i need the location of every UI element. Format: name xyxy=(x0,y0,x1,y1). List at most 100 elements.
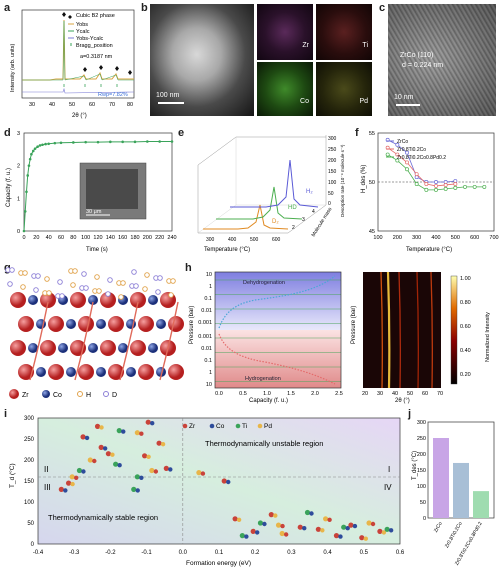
h-atom xyxy=(44,276,50,282)
scatter-ylabel: T_d (°C) xyxy=(8,463,16,488)
tdes-category-label: Zr0.8Ti0.2Co xyxy=(444,521,464,549)
kinetics-point xyxy=(36,145,39,149)
scatter-point xyxy=(149,467,155,474)
co-atom xyxy=(28,295,38,305)
co-atom xyxy=(118,343,128,353)
hdes-ylabel: H_des (%) xyxy=(361,165,367,193)
kinetics-point xyxy=(23,210,27,213)
pct-annotation-dehydrogenation: Dehydrogenation xyxy=(243,280,285,286)
d-atom xyxy=(9,267,15,273)
hdes-xtick: 300 xyxy=(412,235,421,241)
h-atom xyxy=(144,272,150,278)
kinetics-xtick: 120 xyxy=(93,235,102,241)
kinetics-plot: 30 μm Capacity (f. u.) Time (s) 0 20 40 60 8… xyxy=(6,131,177,253)
d-atom xyxy=(57,279,63,285)
heatmap-ylabel: Pressure (bar) xyxy=(351,306,357,344)
hdes-point xyxy=(424,187,429,192)
zr-atom xyxy=(10,340,26,356)
scatter-ytick: 150 xyxy=(24,479,35,485)
tds-ytick-2: 100 xyxy=(328,180,337,186)
kinetics-inset-scalebar: 30 μm xyxy=(86,209,102,215)
scatter-legend-co: Co xyxy=(216,423,225,430)
scatter-point xyxy=(388,528,394,533)
scatter-point xyxy=(359,535,365,541)
h-atom xyxy=(70,282,76,288)
co-atom xyxy=(88,295,98,305)
hdes-point xyxy=(434,180,438,184)
hdes-xtick: 500 xyxy=(451,235,460,241)
region-unstable: Thermodynamically unstable region xyxy=(205,439,323,448)
kinetics-point xyxy=(84,140,87,144)
pct-xtick: 1.5 xyxy=(287,391,295,397)
zr-atom xyxy=(48,364,64,380)
crystal-legend-d: D xyxy=(112,392,117,399)
hdes-legend-label: Zr0.8Ti0.2Co xyxy=(397,147,426,153)
eds-label-co: Co xyxy=(300,98,309,105)
pct-annotation-hydrogenation: Hydrogenation xyxy=(245,376,281,382)
hdes-point xyxy=(453,185,458,190)
kinetics-point xyxy=(121,140,124,144)
h-atom xyxy=(72,268,78,274)
panel-label-i: i xyxy=(4,408,8,420)
panel-label-e: e xyxy=(178,127,185,139)
formation-energy-plot: Zr Co Ti Pd Thermodynamically unstable r… xyxy=(8,416,405,567)
kinetics-point xyxy=(22,229,26,233)
scatter-point xyxy=(139,431,144,436)
scatter-point xyxy=(65,480,72,486)
co-atom xyxy=(96,367,106,377)
hdes-xtick: 100 xyxy=(373,235,382,241)
kinetics-xtick: 0 xyxy=(22,235,25,241)
scatter-point xyxy=(221,478,227,484)
h-atom xyxy=(168,292,174,298)
scatter-point xyxy=(63,488,68,493)
pct-xtick: 1.0 xyxy=(263,391,271,397)
heatmap-xtick: 60 xyxy=(422,391,428,397)
scatter-point xyxy=(99,425,104,430)
tdes-bar xyxy=(473,491,489,518)
hdes-point xyxy=(395,158,400,163)
scatter-point xyxy=(146,454,151,459)
hrtem-annotation-1: ZrCo (110) xyxy=(400,52,434,59)
tdes-category-label: ZrCo xyxy=(433,521,444,534)
scatter-point xyxy=(244,534,249,539)
scatter-point xyxy=(333,533,340,539)
pct-plot: Dehydrogenation Hydrogenation 0.0 0.5 1.0 1… xyxy=(189,271,491,404)
scatter-point xyxy=(255,530,260,535)
scatter-point xyxy=(121,429,126,434)
scatter-point xyxy=(84,435,90,441)
d-atom xyxy=(155,289,161,295)
xrd-legend-4: Bragg_position xyxy=(76,43,113,49)
scatter-point xyxy=(196,470,202,476)
xrd-xlabel: 2θ (°) xyxy=(72,113,87,119)
scatter-xtick: -0.4 xyxy=(33,550,44,556)
tdes-ytick: 250 xyxy=(417,436,426,442)
crystal-schematic: Zr Co H D xyxy=(5,267,184,399)
pct-ytick-top: 10 xyxy=(206,272,212,278)
scatter-legend-ti: Ti xyxy=(242,423,247,430)
kinetics-point xyxy=(31,149,35,153)
h-atom xyxy=(96,288,102,294)
tdes-ytick: 50 xyxy=(420,500,426,506)
hdes-point xyxy=(463,184,467,189)
tdes-ytick: 300 xyxy=(417,420,426,426)
heatmap-xtick: 70 xyxy=(437,391,443,397)
heatmap-peak xyxy=(398,271,401,389)
scatter-point xyxy=(381,530,387,535)
kinetics-xtick: 40 xyxy=(46,235,52,241)
scatter-point xyxy=(348,522,354,528)
kinetics-point xyxy=(47,142,50,146)
eds-map-pd: Pd xyxy=(316,62,372,116)
scatter-point xyxy=(315,526,321,532)
kinetics-point xyxy=(41,143,44,147)
scatter-point xyxy=(279,530,285,537)
h-atom xyxy=(118,294,124,300)
diffusion-arrow xyxy=(29,301,49,381)
scatter-point xyxy=(370,521,376,527)
pct-xtick: 0.5 xyxy=(239,391,247,397)
scatter-xtick: 0.2 xyxy=(251,550,260,556)
co-atom xyxy=(156,367,166,377)
tds-plot: H₂ HD D₂ 300 400 500 600 2 3 4 0 50 100 … xyxy=(197,135,345,253)
scatter-point xyxy=(98,444,104,450)
scatter-point xyxy=(283,532,289,537)
scatter-point xyxy=(131,486,137,492)
